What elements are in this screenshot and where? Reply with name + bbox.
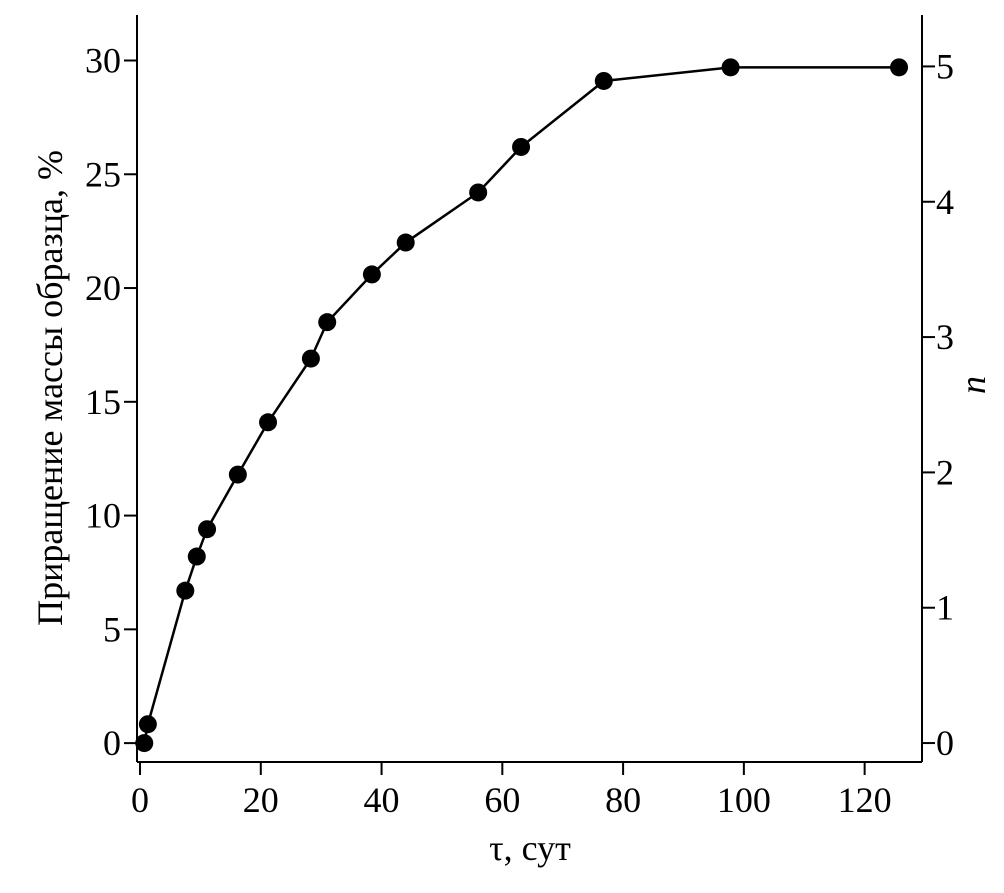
data-point <box>890 58 909 77</box>
data-line <box>143 66 900 744</box>
x-tick-label: 20 <box>243 780 279 820</box>
y2-tick-label: 0 <box>936 723 954 763</box>
y-tick-label: 30 <box>85 41 121 81</box>
y2-tick-label: 3 <box>936 317 954 357</box>
data-point <box>135 734 154 753</box>
x-tick-label: 0 <box>131 780 149 820</box>
data-point <box>721 58 740 77</box>
x-axis-label: τ, сут <box>489 828 571 868</box>
data-point <box>228 465 247 484</box>
data-point <box>512 137 531 156</box>
data-point <box>396 233 415 252</box>
x-tick-label: 80 <box>605 780 641 820</box>
y-tick-label: 15 <box>85 382 121 422</box>
y2-tick-label: 4 <box>936 182 954 222</box>
data-point <box>187 547 206 566</box>
data-point <box>469 183 488 202</box>
y-tick-label: 25 <box>85 154 121 194</box>
y2-tick-label: 2 <box>936 452 954 492</box>
data-point <box>362 265 381 284</box>
data-point <box>594 71 613 90</box>
y2-axis-label: n <box>953 376 993 394</box>
data-point <box>301 349 320 368</box>
data-point <box>259 413 278 432</box>
data-point <box>198 520 217 539</box>
data-point <box>176 581 195 600</box>
y-tick-label: 10 <box>85 496 121 536</box>
y2-tick-label: 1 <box>936 588 954 628</box>
y-tick-label: 20 <box>85 268 121 308</box>
y-tick-label: 0 <box>103 723 121 763</box>
data-point <box>318 313 337 332</box>
x-tick-label: 120 <box>838 780 892 820</box>
x-tick-label: 100 <box>717 780 771 820</box>
y-tick-label: 5 <box>103 609 121 649</box>
y-axis-label: Приращение массы образца, % <box>30 150 70 626</box>
x-tick-label: 60 <box>484 780 520 820</box>
y2-tick-label: 5 <box>936 46 954 86</box>
x-tick-label: 40 <box>364 780 400 820</box>
data-point <box>138 715 157 734</box>
